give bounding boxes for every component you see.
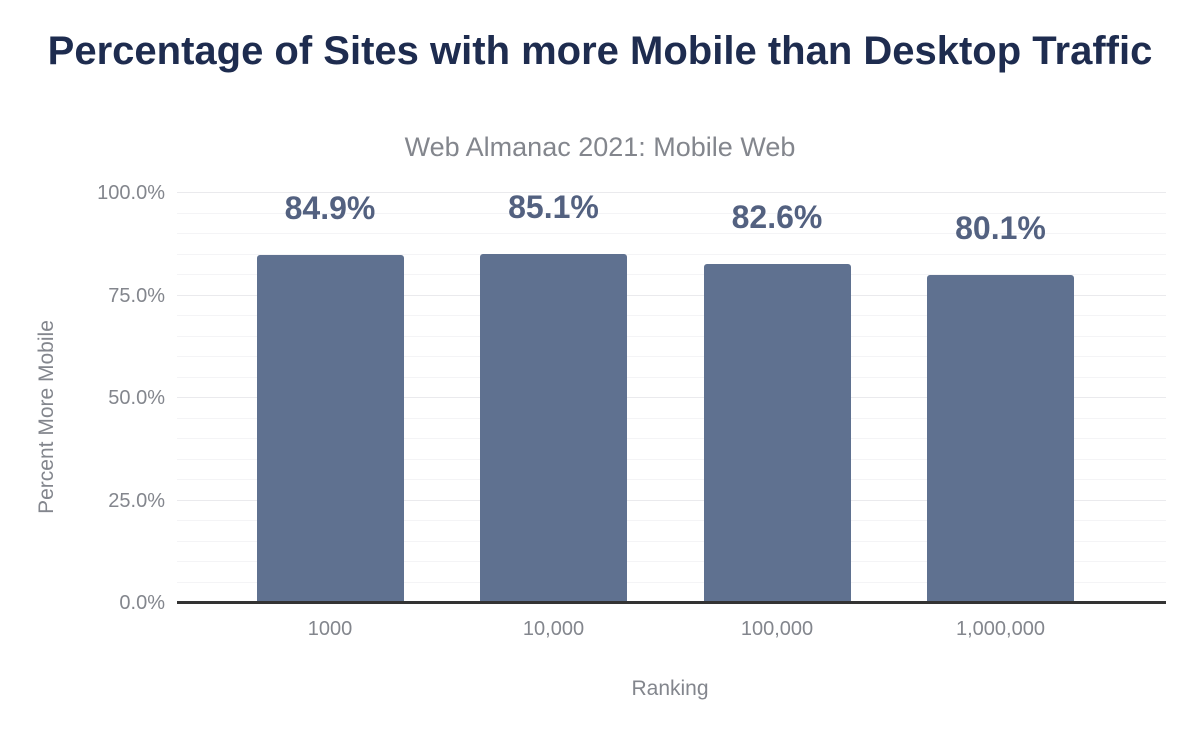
y-tick-label: 0.0% xyxy=(119,592,165,614)
bar-10000 xyxy=(480,254,627,603)
y-axis-title: Percent More Mobile xyxy=(35,320,58,514)
x-tick-label: 1000 xyxy=(307,618,353,640)
bar-value-label: 80.1% xyxy=(955,209,1046,246)
y-tick-label: 25.0% xyxy=(108,489,165,512)
gridline-minor xyxy=(177,376,1166,378)
x-axis-line xyxy=(177,601,1166,604)
bar-value-label: 82.6% xyxy=(731,199,823,236)
x-tick-label: 10,000 xyxy=(522,618,585,640)
gridline-minor xyxy=(177,520,1166,521)
gridline-minor xyxy=(177,212,1166,214)
y-tick-label: 50.0% xyxy=(108,387,165,409)
bar-value-label: 84.9% xyxy=(284,189,376,226)
gridline-minor xyxy=(177,581,1166,583)
gridline-minor xyxy=(177,315,1166,316)
chart-title-text: Percentage of Sites with more Mobile tha… xyxy=(47,29,1153,73)
gridline-minor xyxy=(177,479,1166,480)
gridline-minor xyxy=(177,561,1166,562)
gridline-minor xyxy=(177,458,1166,460)
gridline-minor xyxy=(177,356,1166,357)
gridline-major xyxy=(177,397,1166,398)
bar-100000 xyxy=(703,264,851,603)
gridline-major xyxy=(177,192,1166,193)
x-tick-label: 1,000,000 xyxy=(956,618,1045,640)
gridline-major xyxy=(177,499,1166,501)
y-tick-label: 100.0% xyxy=(97,182,165,204)
plot-area: 84.9% 1000 85.1% 10,000 82.6% 100,000 80.1% 1,0… xyxy=(97,182,1166,640)
gridline-minor xyxy=(177,335,1166,337)
bar-value-label: 85.1% xyxy=(508,189,599,226)
bar-1000000 xyxy=(927,274,1074,603)
chart-subtitle: Web Almanac 2021: Mobile Web xyxy=(404,132,796,162)
gridline-major xyxy=(177,294,1166,296)
y-tick-label: 75.0% xyxy=(108,284,165,307)
gridline-minor xyxy=(177,253,1166,255)
gridline-minor xyxy=(177,417,1166,419)
bar-1000 xyxy=(256,254,404,603)
chart-title: Percentage of Sites with more Mobile tha… xyxy=(0,28,1200,75)
gridline-minor xyxy=(177,438,1166,439)
gridline-minor xyxy=(177,540,1166,542)
x-tick-label: 100,000 xyxy=(740,618,814,640)
gridline-minor xyxy=(177,274,1166,275)
x-axis-title: Ranking xyxy=(631,677,709,700)
gridline-minor xyxy=(177,233,1166,234)
